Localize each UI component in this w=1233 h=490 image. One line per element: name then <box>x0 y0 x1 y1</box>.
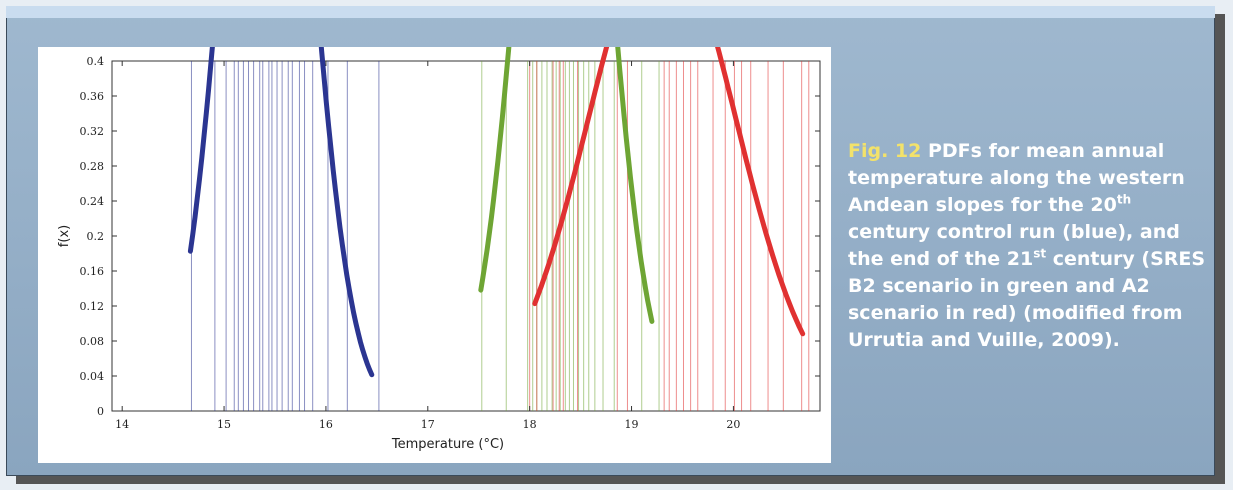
y-tick-label-7: 0.28 <box>80 160 105 173</box>
x-tick-label-3: 17 <box>421 418 435 431</box>
x-tick-label-4: 18 <box>523 418 537 431</box>
model-lines-series-0 <box>190 61 380 411</box>
model-lines-series-2 <box>529 61 810 411</box>
x-tick-label-0: 14 <box>115 418 129 431</box>
y-tick-label-9: 0.36 <box>80 90 105 103</box>
x-tick-label-1: 15 <box>217 418 231 431</box>
y-tick-label-10: 0.4 <box>87 55 105 68</box>
figure-caption: Fig. 12 PDFs for mean annual temperature… <box>848 138 1208 354</box>
model-lines-series-1 <box>481 61 660 411</box>
y-tick-label-1: 0.04 <box>80 370 105 383</box>
caption-text-b: century control run (blue), and the end … <box>848 221 1180 270</box>
pdf-chart: 0 0.04 0.08 0.12 0.16 0.2 0.24 0.28 0.32 0.36 0.4 1… <box>57 47 821 452</box>
caption-text-c: century (SRES B2 scenario in green and A… <box>848 248 1206 351</box>
y-axis-title: f(x) <box>57 225 72 247</box>
x-tick-label-2: 16 <box>319 418 333 431</box>
pdf-curve-series-1 <box>478 47 655 324</box>
y-tick-label-3: 0.12 <box>80 300 105 313</box>
y-tick-label-8: 0.32 <box>80 125 105 138</box>
y-tick-label-6: 0.24 <box>80 195 105 208</box>
panel-top-band <box>6 6 1215 18</box>
figure-label: Fig. 12 <box>848 140 922 162</box>
chart-area: 0 0.04 0.08 0.12 0.16 0.2 0.24 0.28 0.32 0.36 0.4 1… <box>38 47 831 463</box>
y-tick-label-4: 0.16 <box>80 265 105 278</box>
caption-superscript-st: st <box>1033 246 1047 261</box>
x-tick-label-5: 19 <box>625 418 639 431</box>
x-tick-label-6: 20 <box>726 418 740 431</box>
caption-text-a: PDFs for mean annual temperature along t… <box>848 140 1185 216</box>
pdf-curve-series-2 <box>532 47 806 337</box>
y-tick-label-0: 0 <box>97 405 104 418</box>
y-tick-label-2: 0.08 <box>80 335 105 348</box>
y-tick-label-5: 0.2 <box>87 230 105 243</box>
plot-frame <box>111 60 821 412</box>
caption-superscript-th: th <box>1116 192 1132 207</box>
pdf-curve-series-0 <box>187 47 375 378</box>
x-axis-title: Temperature (°C) <box>391 437 504 452</box>
